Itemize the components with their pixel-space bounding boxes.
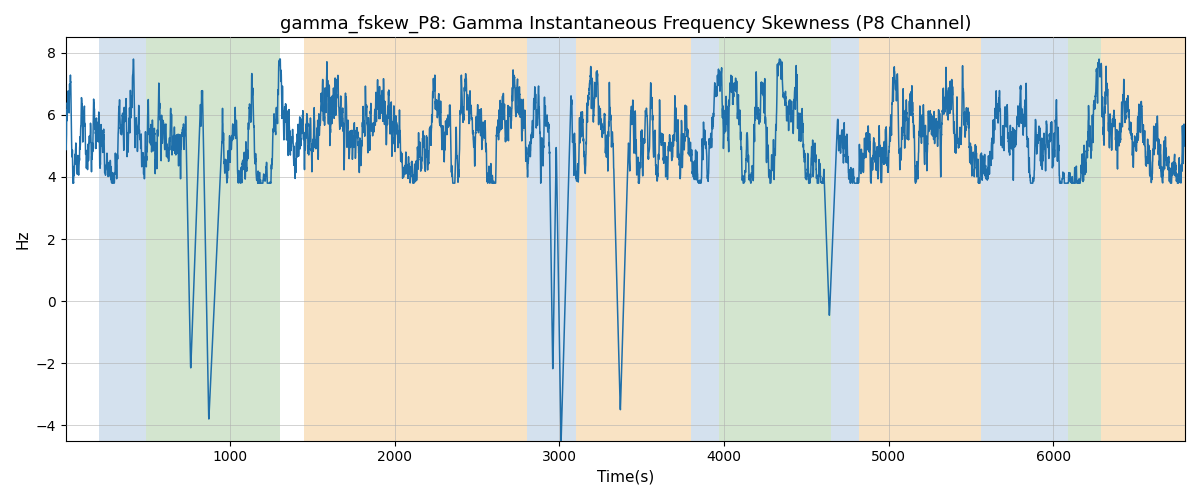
Bar xyxy=(146,38,280,440)
Title: gamma_fskew_P8: Gamma Instantaneous Frequency Skewness (P8 Channel): gamma_fskew_P8: Gamma Instantaneous Freq… xyxy=(280,15,971,34)
Bar xyxy=(859,38,980,440)
Bar xyxy=(1068,38,1102,440)
X-axis label: Time(s): Time(s) xyxy=(596,470,654,485)
Bar xyxy=(305,38,527,440)
Bar xyxy=(527,38,576,440)
Bar xyxy=(832,38,859,440)
Y-axis label: Hz: Hz xyxy=(16,230,30,249)
Bar xyxy=(1102,38,1184,440)
Bar xyxy=(98,38,146,440)
Bar xyxy=(980,38,1068,440)
Bar xyxy=(719,38,832,440)
Bar xyxy=(576,38,691,440)
Bar xyxy=(691,38,719,440)
